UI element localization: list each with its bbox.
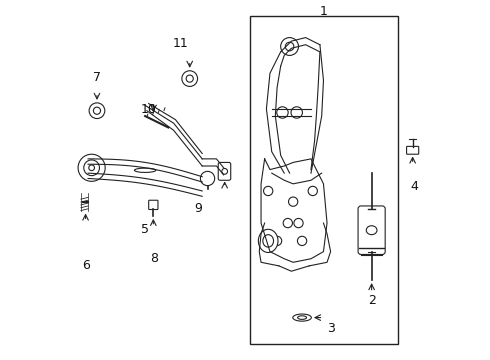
Circle shape [294,219,303,228]
Circle shape [281,37,298,55]
Circle shape [84,160,99,176]
Text: 10: 10 [141,103,157,116]
Circle shape [297,236,307,246]
Circle shape [277,107,288,118]
Circle shape [89,103,105,118]
Text: 6: 6 [82,259,90,272]
Circle shape [285,42,294,51]
Circle shape [308,186,318,195]
Circle shape [291,107,302,118]
Circle shape [94,107,100,114]
Ellipse shape [258,229,278,252]
Circle shape [289,197,298,206]
Text: 11: 11 [173,37,189,50]
Text: 2: 2 [368,294,375,307]
FancyBboxPatch shape [218,162,231,180]
Text: 7: 7 [93,71,101,84]
Ellipse shape [367,226,377,235]
Circle shape [272,236,282,246]
FancyBboxPatch shape [358,206,385,255]
Ellipse shape [293,314,311,321]
Circle shape [283,219,293,228]
Text: 1: 1 [319,5,327,18]
Circle shape [186,75,193,82]
Text: 3: 3 [327,322,335,335]
Bar [250,16,398,345]
Ellipse shape [134,168,156,172]
Circle shape [89,165,95,171]
Text: 8: 8 [150,252,158,265]
Text: 5: 5 [141,223,149,236]
Circle shape [182,71,197,86]
Circle shape [200,171,215,186]
Circle shape [222,168,227,174]
Text: 4: 4 [411,180,418,193]
FancyBboxPatch shape [148,200,158,210]
Ellipse shape [263,235,273,247]
Circle shape [78,154,105,181]
FancyBboxPatch shape [407,147,419,154]
Text: 9: 9 [195,202,202,215]
Circle shape [264,186,273,195]
Ellipse shape [297,316,307,319]
